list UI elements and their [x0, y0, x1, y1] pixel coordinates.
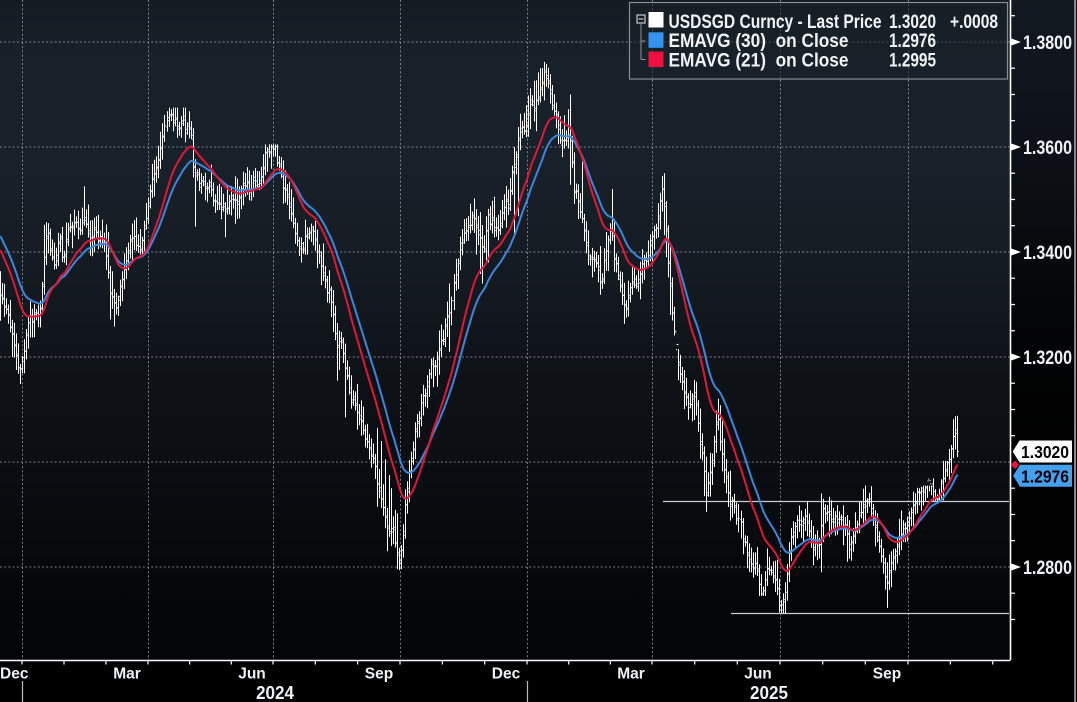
svg-text:1.3020: 1.3020	[1021, 442, 1069, 462]
svg-text:2024: 2024	[256, 683, 294, 702]
svg-text:Sep: Sep	[365, 666, 393, 683]
svg-text:EMAVG (30) on Close: EMAVG (30) on Close	[669, 31, 849, 52]
svg-text:Dec: Dec	[0, 666, 29, 683]
svg-text:1.3200: 1.3200	[1023, 348, 1072, 369]
svg-text:EMAVG (21) on Close: EMAVG (21) on Close	[669, 50, 849, 71]
svg-text:Jun: Jun	[238, 666, 266, 683]
svg-text:Dec: Dec	[492, 666, 521, 683]
svg-text:Jun: Jun	[744, 666, 772, 683]
svg-text:1.2800: 1.2800	[1023, 558, 1072, 579]
svg-text:1.3020: 1.3020	[889, 12, 936, 33]
svg-text:Sep: Sep	[873, 666, 901, 683]
svg-text:1.2995: 1.2995	[889, 50, 936, 71]
svg-text:1.3600: 1.3600	[1023, 138, 1072, 159]
svg-text:1.2976: 1.2976	[889, 31, 936, 52]
svg-text:Mar: Mar	[617, 666, 645, 683]
svg-text:2025: 2025	[750, 683, 788, 702]
svg-text:USDSGD Curncy - Last Price: USDSGD Curncy - Last Price	[669, 12, 882, 33]
svg-text:+.0008: +.0008	[950, 12, 998, 33]
svg-text:Mar: Mar	[113, 666, 141, 683]
svg-text:1.3400: 1.3400	[1023, 243, 1072, 264]
svg-text:1.2976: 1.2976	[1021, 466, 1069, 486]
svg-text:1.3800: 1.3800	[1023, 33, 1072, 54]
